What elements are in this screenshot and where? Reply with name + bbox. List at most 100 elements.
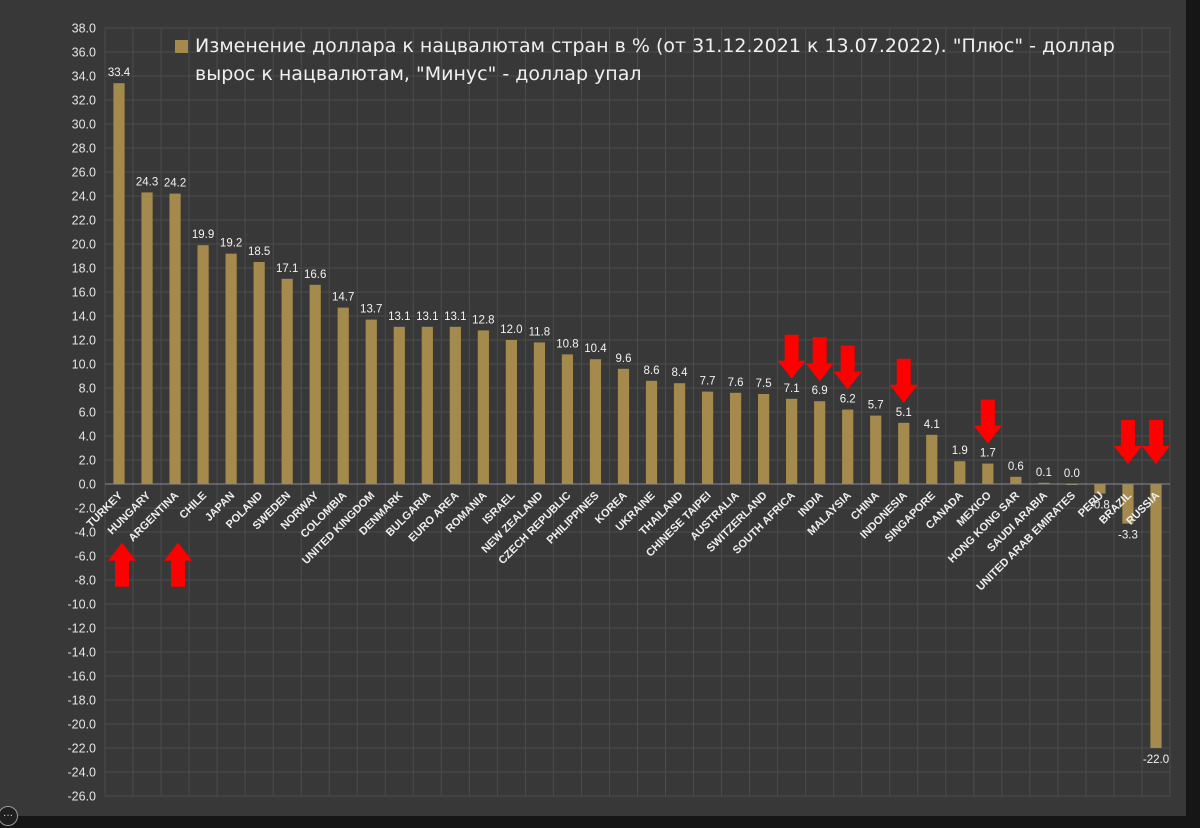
bar-chart: -26.0 -24.0 -22.0 -20.0 -18.0 -16.0 -14.0 -12.0… [68, 22, 1171, 804]
bar-peru [1094, 484, 1106, 494]
data-label: 10.4 [584, 343, 607, 355]
data-label: 7.1 [784, 383, 800, 395]
legend-swatch [175, 40, 188, 53]
bar-saudi-arabia [1038, 482, 1050, 484]
y-tick-label: 36.0 [72, 46, 96, 60]
y-tick-label: -6.0 [74, 550, 96, 564]
data-label: 5.1 [896, 407, 912, 419]
y-tick-label: -24.0 [68, 766, 97, 780]
y-tick-label: 20.0 [72, 238, 96, 252]
y-tick-label: 26.0 [72, 166, 96, 180]
data-label: 17.1 [276, 263, 298, 275]
bar-colombia [337, 307, 349, 484]
y-tick-label: 0.0 [79, 478, 96, 492]
bar-bulgaria [421, 326, 433, 484]
data-label: 24.2 [164, 178, 186, 190]
y-tick-label: -18.0 [68, 694, 97, 708]
bar-canada [954, 461, 966, 484]
data-label: 1.9 [952, 445, 968, 457]
bar-india [814, 401, 826, 484]
y-tick-label: 4.0 [79, 430, 96, 444]
y-tick-label: 32.0 [72, 94, 96, 108]
bar-singapore [926, 434, 938, 484]
y-tick-label: -16.0 [68, 670, 97, 684]
data-labels: 33.4 24.3 24.2 19.9 19.2 18.5 17.1 16.6 14.7 13.7… [108, 67, 1169, 766]
y-axis-ticks: -26.0 -24.0 -22.0 -20.0 -18.0 -16.0 -14.0 -12.0… [68, 22, 97, 804]
bar-chile [197, 245, 209, 484]
bar-china [870, 415, 882, 484]
bar-brazil [1122, 484, 1134, 524]
data-label: 12.0 [500, 324, 522, 336]
bar-united-kingdom [365, 319, 377, 484]
y-tick-label: 28.0 [72, 142, 96, 156]
y-tick-label: -22.0 [68, 742, 97, 756]
bar-australia [729, 392, 742, 484]
data-label: -22.0 [1143, 754, 1169, 766]
data-label: 7.6 [728, 377, 744, 389]
more-options-button[interactable]: … [0, 806, 18, 826]
down-arrow-icon [1141, 420, 1170, 464]
y-tick-label: -8.0 [74, 574, 96, 588]
down-arrow-icon [805, 337, 834, 382]
bar-poland [253, 262, 265, 484]
y-tick-label: 24.0 [72, 190, 96, 204]
data-label: 13.1 [388, 311, 410, 323]
y-tick-label: 14.0 [72, 310, 96, 324]
down-arrow-icon [889, 358, 918, 403]
data-label: 8.4 [672, 367, 689, 379]
bar-romania [477, 330, 489, 484]
data-label: 16.6 [304, 269, 326, 281]
bar-chinese-taipei [701, 391, 714, 484]
data-label: -3.3 [1118, 530, 1138, 542]
data-label: 12.8 [472, 314, 494, 326]
chart-legend: Изменение доллара к нацвалютам стран в %… [175, 32, 1135, 88]
data-label: 18.5 [248, 246, 270, 258]
bar-israel [505, 340, 517, 484]
data-label: 7.5 [756, 378, 772, 390]
data-label: 13.1 [416, 311, 438, 323]
bar-denmark [393, 326, 405, 484]
bar-norway [309, 284, 321, 484]
y-tick-label: -12.0 [68, 622, 97, 636]
bar-turkey [113, 83, 125, 484]
bar-thailand [673, 383, 686, 484]
y-tick-label: 22.0 [72, 214, 96, 228]
y-tick-label: -4.0 [74, 526, 96, 540]
bar-hungary [141, 192, 153, 484]
bar-south-africa [786, 398, 798, 484]
bar-ukraine [645, 380, 658, 484]
y-tick-label: 18.0 [72, 262, 96, 276]
y-tick-label: 30.0 [72, 118, 96, 132]
data-label: 19.2 [220, 238, 242, 250]
data-label: 0.0 [1064, 468, 1080, 480]
bar-argentina [169, 193, 181, 484]
data-label: 0.6 [1008, 461, 1024, 473]
y-tick-label: -26.0 [68, 790, 97, 804]
data-label: -0.8 [1090, 500, 1110, 512]
data-label: 13.7 [360, 304, 382, 316]
data-label: 33.4 [108, 67, 131, 79]
bar-sweden [281, 278, 293, 484]
data-label: 1.7 [980, 448, 996, 460]
data-label: 13.1 [444, 311, 466, 323]
bar-korea [617, 368, 630, 484]
y-tick-label: 38.0 [72, 22, 96, 36]
category-label: ARGENTINA [126, 490, 181, 545]
down-arrow-icon [833, 345, 862, 390]
y-tick-label: -14.0 [68, 646, 97, 660]
bar-russia [1150, 484, 1162, 748]
bar-japan [225, 253, 237, 484]
up-arrow-icon [164, 542, 193, 587]
data-label: 5.7 [868, 400, 884, 412]
bar-czech-republic [561, 354, 574, 484]
category-labels: TURKEYHUNGARYARGENTINACHILEJAPANPOLANDSW… [85, 489, 1162, 593]
chart-area: -26.0 -24.0 -22.0 -20.0 -18.0 -16.0 -14.0 -12.0… [0, 0, 1186, 816]
data-label: 4.1 [924, 419, 940, 431]
y-tick-label: 12.0 [72, 334, 96, 348]
up-arrow-icon [108, 542, 137, 587]
y-tick-label: -2.0 [74, 502, 96, 516]
y-tick-label: 34.0 [72, 70, 96, 84]
down-arrow-icon [1113, 420, 1142, 464]
annotation-arrows [108, 334, 1170, 587]
